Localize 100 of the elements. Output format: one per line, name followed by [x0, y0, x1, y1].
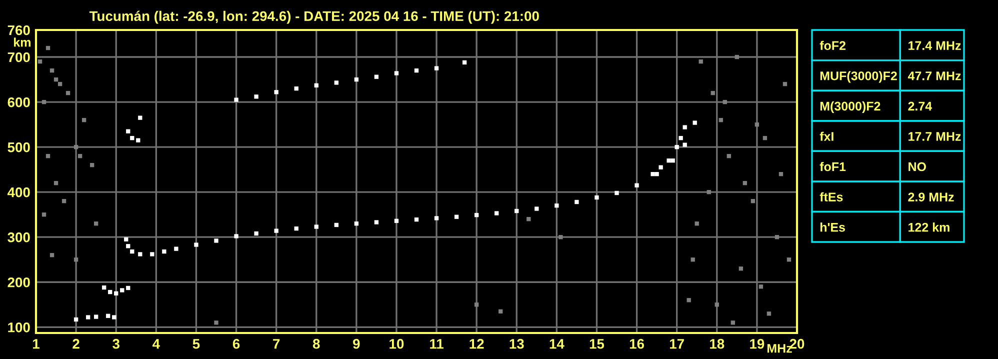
point: [750, 199, 756, 204]
point: [394, 218, 399, 223]
point: [782, 82, 788, 86]
text: 47.7 MHz: [908, 72, 961, 80]
point: [710, 90, 715, 96]
point: [274, 90, 278, 94]
point: [558, 235, 563, 240]
point: [766, 312, 772, 316]
point: [334, 222, 338, 228]
point: [786, 258, 792, 262]
point: [74, 258, 78, 262]
x-tick-label: 1: [33, 339, 40, 349]
point: [214, 238, 218, 243]
point: [494, 211, 499, 216]
point: [714, 302, 719, 307]
point: [54, 180, 58, 186]
point: [114, 291, 118, 296]
point: [162, 249, 166, 254]
point: [414, 68, 419, 73]
point: [74, 144, 78, 150]
point: [394, 71, 399, 76]
text: foF1: [820, 162, 846, 172]
point: [514, 208, 519, 214]
point: [254, 94, 258, 99]
point: [474, 302, 479, 307]
x-tick-label: 15: [590, 339, 604, 349]
point: [374, 74, 379, 79]
text: fxI: [820, 132, 834, 141]
point: [94, 222, 98, 226]
point: [294, 86, 298, 91]
text: h'Es: [820, 222, 845, 232]
point: [498, 309, 503, 314]
point: [692, 120, 697, 125]
point: [778, 172, 784, 176]
text: 2.74: [908, 102, 932, 110]
point: [66, 90, 70, 96]
point: [462, 60, 467, 64]
point: [174, 246, 178, 251]
point: [108, 290, 112, 294]
x-tick-label: 18: [710, 338, 724, 349]
point: [130, 136, 134, 140]
point: [38, 59, 42, 64]
point: [62, 199, 66, 204]
y-tick-label: 100: [8, 322, 30, 332]
point: [614, 190, 619, 196]
x-tick-label: 5: [192, 339, 200, 349]
point: [138, 252, 142, 256]
point: [650, 172, 655, 176]
point: [718, 118, 723, 122]
point: [454, 214, 459, 219]
point: [434, 66, 439, 70]
y-axis-title: km: [14, 38, 30, 47]
point: [354, 77, 359, 82]
point: [434, 216, 439, 220]
point: [742, 180, 748, 186]
x-tick-label: 9: [353, 338, 360, 349]
x-tick-label: 19: [750, 338, 764, 349]
point: [90, 162, 94, 168]
x-tick-label: 13: [510, 338, 524, 349]
point: [42, 212, 46, 217]
point: [730, 320, 735, 325]
point: [694, 222, 699, 226]
point: [214, 320, 218, 325]
text: 17.4 MHz: [908, 41, 961, 50]
point: [120, 288, 124, 292]
point: [678, 136, 683, 140]
point: [50, 253, 54, 258]
x-tick-label: 14: [550, 339, 564, 349]
x-tick-label: 8: [312, 338, 320, 349]
point: [762, 136, 768, 140]
point: [112, 315, 116, 320]
point: [682, 125, 687, 130]
point: [774, 235, 780, 240]
point: [106, 314, 110, 318]
y-tick-label: 200: [8, 277, 30, 288]
point: [150, 252, 154, 256]
chart-title: Tucumán (lat: -26.9, lon: 294.6) - DATE: 2025 04 16 - TIME (UT): 21:00: [89, 10, 539, 24]
point: [294, 226, 298, 231]
point: [690, 258, 695, 262]
x-axis-title: MHz: [767, 344, 792, 353]
point: [554, 204, 559, 208]
point: [126, 244, 130, 248]
point: [74, 317, 78, 322]
text: 2.9 MHz: [908, 192, 954, 202]
text: 122 km: [908, 222, 950, 232]
point: [58, 82, 62, 86]
point: [526, 217, 531, 222]
text: MUF(3000)F2: [820, 71, 897, 83]
point: [194, 242, 198, 247]
point: [674, 144, 679, 150]
y-tick-label: 760: [8, 25, 30, 36]
point: [86, 315, 90, 320]
point: [126, 129, 130, 134]
point: [734, 54, 740, 60]
point: [334, 80, 338, 85]
point: [314, 224, 318, 229]
x-tick-label: 17: [670, 339, 684, 349]
point: [46, 46, 50, 50]
point: [126, 286, 130, 290]
point: [50, 68, 54, 73]
